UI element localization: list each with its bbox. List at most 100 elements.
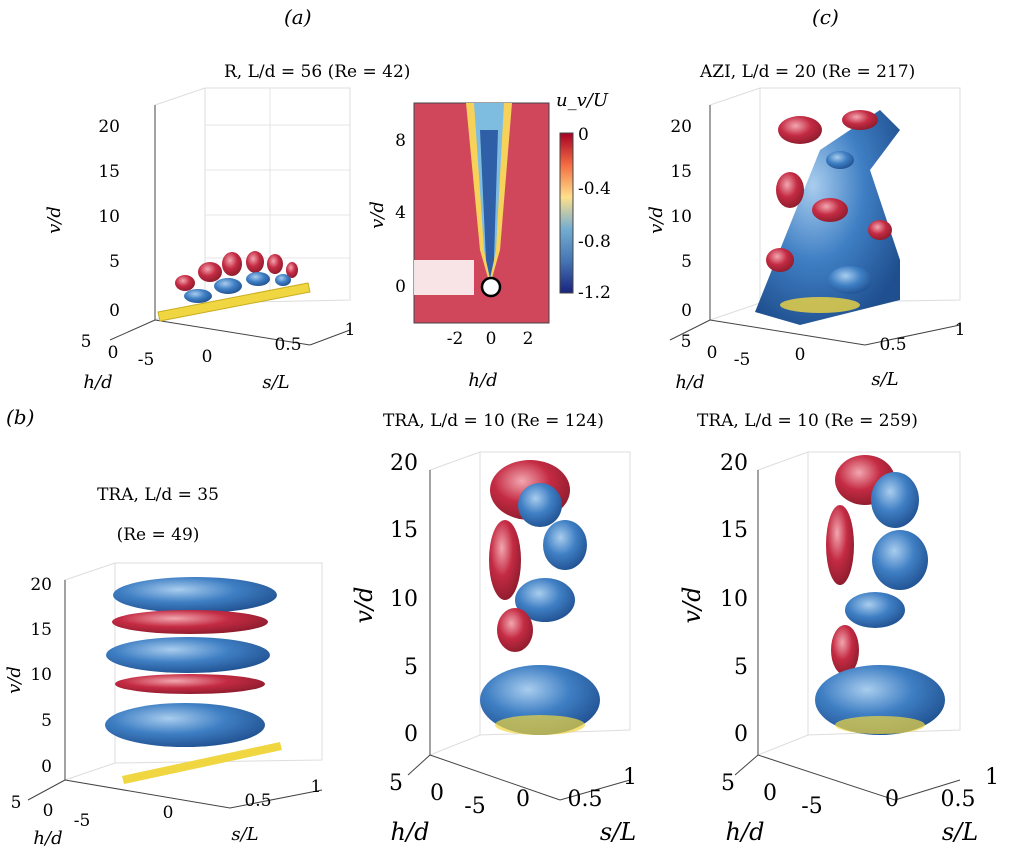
- plot-a-htick: -5: [138, 350, 155, 370]
- plot-b2-zlabel: h/d: [391, 818, 430, 846]
- colorbar-tick: -0.4: [578, 179, 611, 199]
- plot-b2-ylabel: v/d: [350, 586, 378, 623]
- plot-b1-htick: 5: [11, 793, 22, 813]
- plot-a-ytick: 10: [98, 207, 120, 227]
- vortex-structures: [105, 577, 282, 784]
- plot-b1-htick: -5: [74, 811, 91, 831]
- plot-b1-ytick: 10: [30, 665, 52, 685]
- plot-b3-ytick: 5: [734, 655, 748, 680]
- cylinder: [122, 742, 282, 784]
- plot-b3-ytick: 20: [720, 451, 748, 476]
- plot-a-3d: R, L/d = 56 (Re = 42) 20 15 10 5 0 v/d 0…: [44, 62, 410, 393]
- plot-b1-htick: 0: [43, 801, 54, 821]
- panel-label-c: (c): [812, 5, 839, 29]
- plot-a-ytick: 20: [98, 117, 120, 137]
- plot-c-ytick: 5: [681, 252, 692, 272]
- plot-b2-ytick: 10: [390, 587, 418, 612]
- cylinder-marker: [480, 276, 502, 298]
- plot-b2-title: TRA, L/d = 10 (Re = 124): [383, 411, 604, 431]
- plot-a-zlabel: h/d: [83, 372, 112, 393]
- plot-a-h-axis: [109, 319, 156, 341]
- plot-b3-xlabel: s/L: [942, 818, 978, 846]
- plot-c-ytick: 10: [670, 207, 692, 227]
- plot-b3-stick: 0: [885, 787, 899, 812]
- plot-b1-ytick: 15: [30, 620, 52, 640]
- plot-a-stick: 0.5: [274, 335, 301, 355]
- panel-label-a: (a): [284, 5, 312, 29]
- plot-b3-zlabel: h/d: [726, 818, 765, 846]
- plot-b1-ytick: 0: [41, 757, 52, 777]
- plot-b3-htick: 5: [721, 771, 735, 796]
- plot-b3-3d: TRA, L/d = 10 (Re = 259) 20 15 10 5 0 v/…: [678, 411, 999, 846]
- plot-c-htick: 5: [681, 332, 692, 352]
- plot-b3-ytick: 10: [720, 587, 748, 612]
- plot-b1-ytick: 5: [41, 711, 52, 731]
- vortex-structures: [815, 455, 945, 735]
- contour-xlabel: h/d: [468, 370, 497, 391]
- plot-a-ytick: 0: [109, 301, 120, 321]
- plot-b1-3d: TRA, L/d = 35 (Re = 49) 20 15 10 5 0 v/d…: [4, 485, 323, 849]
- plot-b3-htick: -5: [801, 794, 822, 819]
- plot-c-zlabel: h/d: [675, 372, 704, 393]
- plot-a-stick: 1: [345, 320, 356, 340]
- plot-c-ytick: 0: [681, 301, 692, 321]
- vortex-structures: [480, 460, 600, 735]
- plot-a-stick: 0: [202, 347, 213, 367]
- contour-xtick: 2: [523, 329, 534, 349]
- colorbar-label: u_v/U: [556, 90, 609, 111]
- plot-c-3d: AZI, L/d = 20 (Re = 217) 20 15 10 5 0 v/…: [646, 62, 965, 393]
- contour-ytick: 0: [395, 277, 406, 297]
- plot-a-ytick: 15: [98, 162, 120, 182]
- plot-b3-ytick: 15: [720, 518, 748, 543]
- contour-ytick: 4: [395, 203, 406, 223]
- plot-b2-stick: 0: [516, 787, 530, 812]
- plot-c-ytick: 15: [670, 162, 692, 182]
- plot-c-title: AZI, L/d = 20 (Re = 217): [699, 62, 915, 82]
- plot-a-htick: 0: [108, 343, 119, 363]
- plot-b1-stick: 1: [311, 777, 322, 797]
- plot-b3-ytick: 0: [734, 722, 748, 747]
- plot-b3-ylabel: v/d: [678, 586, 706, 623]
- plot-a-xlabel: s/L: [262, 372, 289, 393]
- plot-c-htick: 0: [707, 343, 718, 363]
- plot-b2-htick: 0: [430, 781, 444, 806]
- contour-xtick: 0: [486, 329, 497, 349]
- plot-b1-subtitle: (Re = 49): [117, 525, 200, 545]
- plot-c-xlabel: s/L: [871, 369, 898, 390]
- plot-b3-stick: 0.5: [941, 787, 976, 812]
- plot-b2-htick: -5: [464, 794, 485, 819]
- vortex-structures: [755, 110, 900, 325]
- plot-c-stick: 0: [795, 345, 806, 365]
- plot-c-stick: 1: [955, 320, 966, 340]
- plot-b3-htick: 0: [763, 781, 777, 806]
- panel-label-b: (b): [6, 405, 34, 429]
- plot-a-title: R, L/d = 56 (Re = 42): [224, 62, 410, 82]
- plot-b1-ytick: 20: [30, 575, 52, 595]
- colorbar-tick: 0: [578, 125, 589, 145]
- plot-c-ylabel: v/d: [646, 206, 667, 234]
- plot-b2-htick: 5: [389, 771, 403, 796]
- plot-b2-ytick: 15: [390, 518, 418, 543]
- plot-b2-ytick: 0: [404, 722, 418, 747]
- plot-b2-ytick: 5: [404, 655, 418, 680]
- plot-b2-3d: TRA, L/d = 10 (Re = 124) 20 15 10 5 0 v/…: [350, 411, 637, 846]
- colorbar-tick: -0.8: [578, 232, 611, 252]
- plot-a-s-axis: [154, 319, 311, 346]
- plot-a-ylabel: v/d: [44, 206, 65, 234]
- plot-a-htick: 5: [81, 332, 92, 352]
- plot-b1-xlabel: s/L: [231, 824, 258, 845]
- plot-c-ytick: 20: [670, 117, 692, 137]
- plot-b2-stick: 0.5: [568, 787, 603, 812]
- contour-wake-blue: [480, 130, 498, 278]
- plot-b1-title: TRA, L/d = 35: [97, 485, 219, 505]
- plot-a-contour: 8 4 0 v/d -2 0 2 h/d u_v/U 0 -0.4 -0.8 -…: [367, 90, 611, 391]
- plot-b2-xlabel: s/L: [600, 818, 636, 846]
- colorbar: [559, 132, 574, 294]
- plot-b3-stick: 1: [985, 765, 999, 790]
- plot-b2-stick: 1: [623, 765, 637, 790]
- plot-a-ytick: 5: [109, 252, 120, 272]
- plot-c-htick: -5: [734, 350, 751, 370]
- plot-b1-zlabel: h/d: [33, 828, 62, 849]
- colorbar-tick: -1.2: [578, 283, 611, 303]
